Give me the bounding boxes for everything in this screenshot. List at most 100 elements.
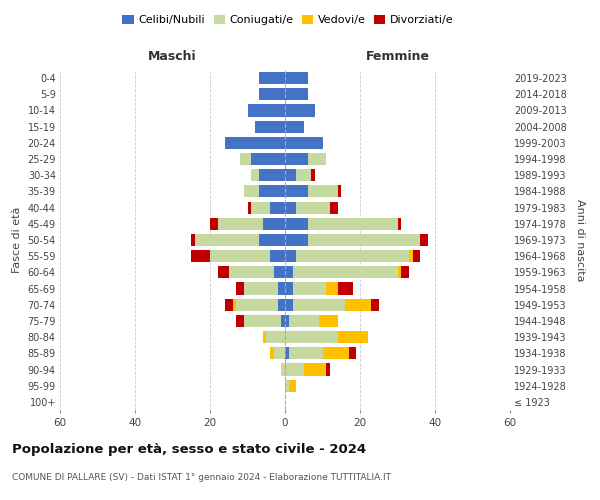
Text: Popolazione per età, sesso e stato civile - 2024: Popolazione per età, sesso e stato civil… [12, 442, 366, 456]
Legend: Celibi/Nubili, Coniugati/e, Vedovi/e, Divorziati/e: Celibi/Nubili, Coniugati/e, Vedovi/e, Di… [118, 10, 458, 30]
Bar [285, 331, 337, 343]
Bar [285, 153, 308, 165]
Bar [289, 315, 319, 327]
Bar [285, 72, 308, 84]
Bar [398, 266, 401, 278]
Bar [323, 348, 349, 360]
Bar [191, 234, 195, 246]
Bar [285, 202, 296, 213]
Bar [218, 218, 263, 230]
Bar [263, 331, 266, 343]
Bar [259, 88, 285, 101]
Bar [308, 234, 420, 246]
Bar [285, 186, 308, 198]
Bar [263, 218, 285, 230]
Bar [285, 348, 289, 360]
Bar [281, 315, 285, 327]
Bar [285, 88, 308, 101]
Bar [248, 104, 285, 117]
Bar [349, 348, 356, 360]
Bar [371, 298, 379, 311]
Bar [308, 218, 398, 230]
Bar [285, 218, 308, 230]
Bar [285, 364, 304, 376]
Bar [251, 202, 270, 213]
Bar [225, 298, 233, 311]
Bar [210, 250, 270, 262]
Text: COMUNE DI PALLARE (SV) - Dati ISTAT 1° gennaio 2024 - Elaborazione TUTTITALIA.IT: COMUNE DI PALLARE (SV) - Dati ISTAT 1° g… [12, 472, 391, 482]
Bar [210, 218, 218, 230]
Bar [308, 186, 337, 198]
Bar [270, 202, 285, 213]
Bar [236, 298, 277, 311]
Bar [293, 282, 326, 294]
Bar [229, 266, 274, 278]
Bar [259, 234, 285, 246]
Bar [285, 298, 293, 311]
Bar [293, 266, 398, 278]
Bar [218, 266, 229, 278]
Bar [233, 298, 236, 311]
Bar [289, 348, 323, 360]
Bar [244, 186, 259, 198]
Y-axis label: Fasce di età: Fasce di età [12, 207, 22, 273]
Bar [270, 348, 274, 360]
Bar [240, 153, 251, 165]
Bar [191, 250, 210, 262]
Bar [285, 250, 296, 262]
Bar [259, 169, 285, 181]
Text: Maschi: Maschi [148, 50, 197, 62]
Bar [337, 186, 341, 198]
Bar [236, 282, 244, 294]
Bar [319, 315, 337, 327]
Bar [409, 250, 413, 262]
Bar [244, 282, 277, 294]
Bar [285, 137, 323, 149]
Bar [337, 331, 367, 343]
Bar [285, 120, 304, 132]
Bar [420, 234, 427, 246]
Bar [326, 282, 337, 294]
Bar [266, 331, 285, 343]
Bar [330, 202, 337, 213]
Bar [326, 364, 330, 376]
Bar [296, 250, 409, 262]
Bar [277, 282, 285, 294]
Bar [248, 202, 251, 213]
Text: Femmine: Femmine [365, 50, 430, 62]
Bar [270, 250, 285, 262]
Bar [345, 298, 371, 311]
Bar [236, 315, 244, 327]
Bar [289, 380, 296, 392]
Bar [251, 153, 285, 165]
Bar [285, 169, 296, 181]
Bar [337, 282, 353, 294]
Bar [398, 218, 401, 230]
Bar [308, 153, 326, 165]
Bar [285, 234, 308, 246]
Bar [296, 169, 311, 181]
Bar [259, 186, 285, 198]
Bar [413, 250, 420, 262]
Bar [304, 364, 326, 376]
Bar [401, 266, 409, 278]
Y-axis label: Anni di nascita: Anni di nascita [575, 198, 586, 281]
Bar [244, 315, 281, 327]
Bar [296, 202, 330, 213]
Bar [285, 282, 293, 294]
Bar [285, 380, 289, 392]
Bar [274, 266, 285, 278]
Bar [285, 315, 289, 327]
Bar [281, 364, 285, 376]
Bar [195, 234, 259, 246]
Bar [255, 120, 285, 132]
Bar [285, 266, 293, 278]
Bar [259, 72, 285, 84]
Bar [274, 348, 285, 360]
Bar [225, 137, 285, 149]
Bar [311, 169, 315, 181]
Bar [277, 298, 285, 311]
Bar [251, 169, 259, 181]
Bar [285, 104, 315, 117]
Bar [293, 298, 345, 311]
